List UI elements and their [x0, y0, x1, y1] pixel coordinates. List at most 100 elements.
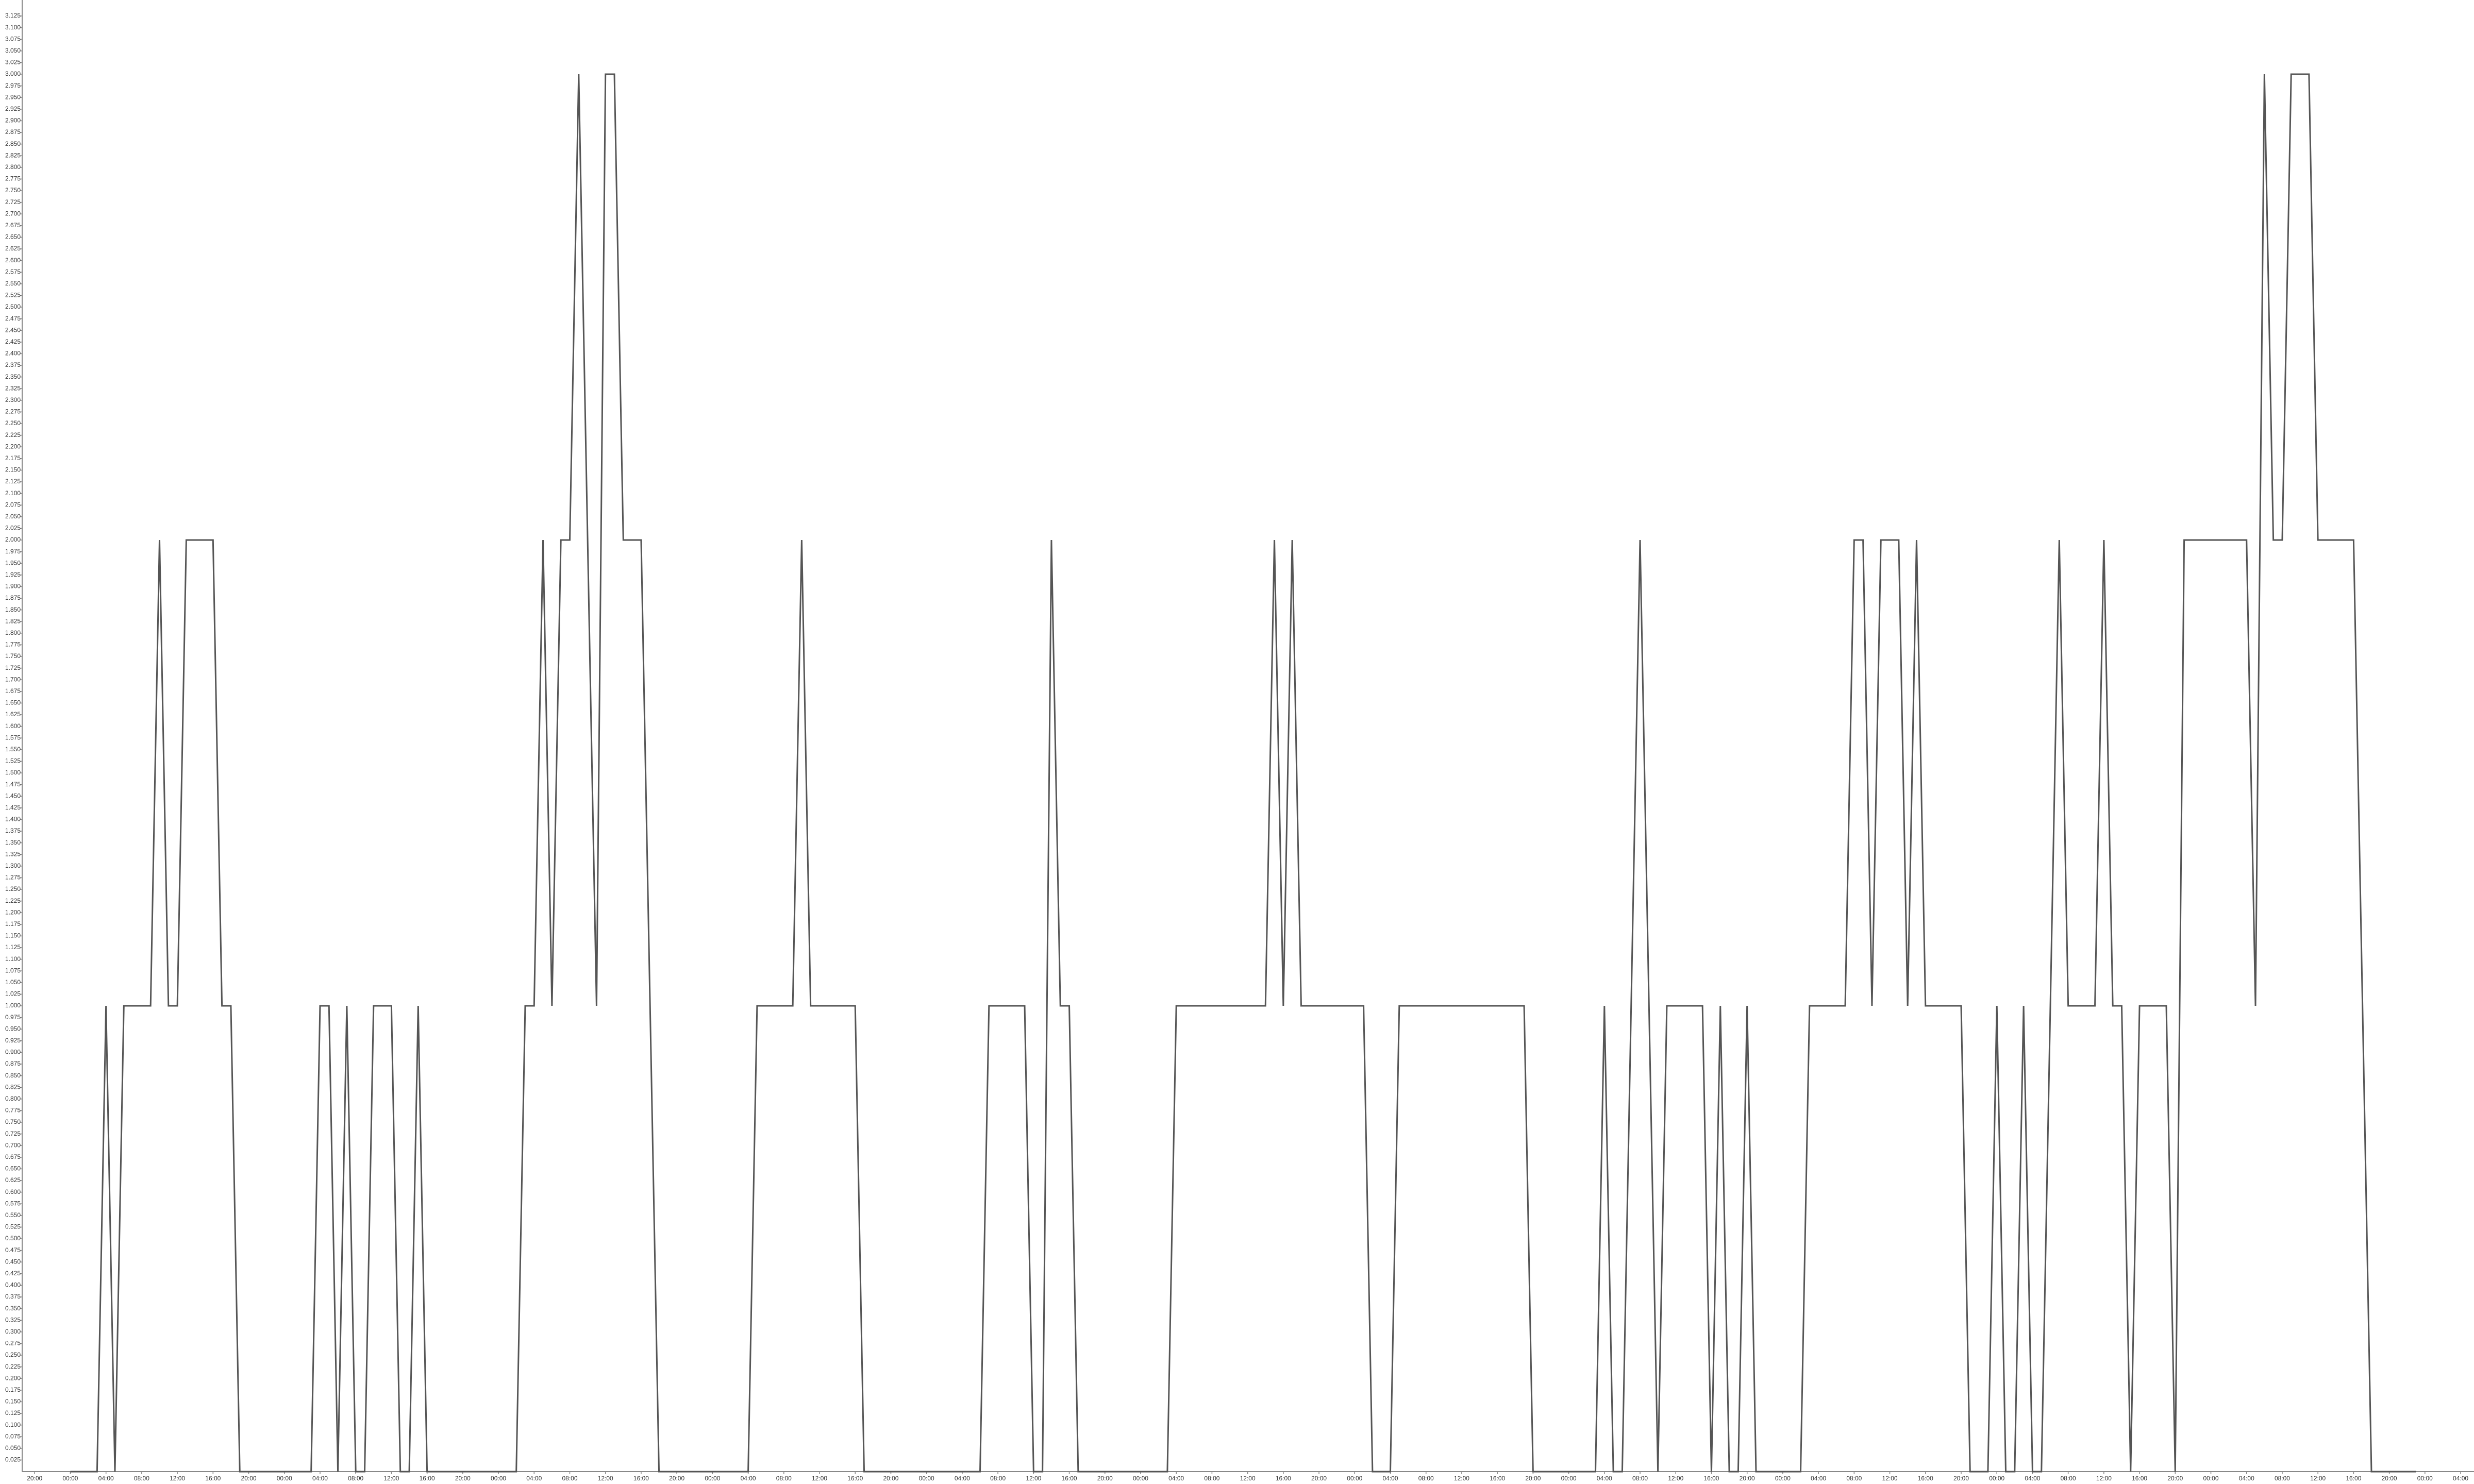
x-tick-label: 20:00: [1097, 1475, 1113, 1482]
y-tick-label: 1.400: [5, 816, 21, 823]
x-tick-label: 20:00: [241, 1475, 257, 1482]
y-tick-label: 2.425: [5, 338, 21, 345]
x-tick-label: 00:00: [919, 1475, 934, 1482]
y-tick-label: 0.525: [5, 1223, 21, 1230]
y-tick-label: 1.850: [5, 606, 21, 613]
y-tick-label: 0.800: [5, 1095, 21, 1102]
x-tick-label: 04:00: [1597, 1475, 1612, 1482]
y-tick-label: 0.175: [5, 1386, 21, 1393]
x-tick-label: 20:00: [455, 1475, 471, 1482]
x-tick-label: 12:00: [598, 1475, 613, 1482]
x-tick-label: 08:00: [776, 1475, 792, 1482]
y-tick-label: 1.625: [5, 711, 21, 718]
x-tick-label: 00:00: [1133, 1475, 1148, 1482]
y-tick-label: 2.325: [5, 384, 21, 392]
x-tick-label: 04:00: [955, 1475, 970, 1482]
x-tick-label: 12:00: [812, 1475, 827, 1482]
x-tick-label: 12:00: [2310, 1475, 2326, 1482]
x-tick-label: 16:00: [633, 1475, 649, 1482]
x-tick-label: 20:00: [1740, 1475, 1755, 1482]
y-tick-label: 2.125: [5, 478, 21, 485]
data-line: [70, 73, 2416, 1473]
x-tick-label: 00:00: [1347, 1475, 1362, 1482]
y-tick-label: 3.050: [5, 47, 21, 54]
y-tick-label: 1.675: [5, 687, 21, 695]
y-tick-label: 3.075: [5, 35, 21, 42]
y-tick-label: 2.925: [5, 105, 21, 112]
y-tick-label: 2.525: [5, 292, 21, 299]
x-tick-label: 16:00: [2132, 1475, 2147, 1482]
y-tick-label: 2.075: [5, 501, 21, 508]
y-tick-label: 0.825: [5, 1083, 21, 1090]
y-tick-label: 2.900: [5, 117, 21, 124]
y-tick-label: 2.350: [5, 373, 21, 380]
y-tick-label: 0.575: [5, 1200, 21, 1207]
x-tick-label: 16:00: [1703, 1475, 1719, 1482]
x-tick-label: 20:00: [27, 1475, 42, 1482]
x-tick-label: 20:00: [1953, 1475, 1969, 1482]
y-tick-label: 0.975: [5, 1014, 21, 1021]
y-tick-label: 0.100: [5, 1421, 21, 1428]
x-tick-label: 20:00: [2167, 1475, 2183, 1482]
x-tick-label: 16:00: [2346, 1475, 2361, 1482]
y-tick-label: 0.900: [5, 1049, 21, 1056]
y-tick-label: 0.600: [5, 1188, 21, 1195]
x-tick-label: 12:00: [1026, 1475, 1041, 1482]
y-tick-label: 2.300: [5, 396, 21, 403]
y-tick-label: 1.650: [5, 699, 21, 706]
y-tick-label: 1.600: [5, 722, 21, 730]
y-tick-label: 2.675: [5, 222, 21, 229]
x-tick-label: 20:00: [883, 1475, 898, 1482]
y-tick-label: 2.550: [5, 280, 21, 287]
y-tick-label: 0.125: [5, 1409, 21, 1416]
y-tick-label: 0.225: [5, 1363, 21, 1370]
x-tick-label: 16:00: [847, 1475, 863, 1482]
x-tick-label: 08:00: [990, 1475, 1006, 1482]
x-tick-label: 08:00: [134, 1475, 149, 1482]
y-tick-label: 0.250: [5, 1351, 21, 1358]
y-tick-label: 1.475: [5, 781, 21, 788]
y-tick-label: 1.125: [5, 943, 21, 951]
y-tick-label: 1.450: [5, 792, 21, 799]
y-tick-label: 1.575: [5, 734, 21, 741]
y-tick-label: 0.150: [5, 1398, 21, 1405]
x-tick-label: 00:00: [705, 1475, 720, 1482]
x-tick-label: 12:00: [170, 1475, 185, 1482]
y-tick-label: 2.800: [5, 163, 21, 171]
y-tick-label: 0.725: [5, 1130, 21, 1137]
x-tick-label: 08:00: [562, 1475, 577, 1482]
x-tick-label: 00:00: [2417, 1475, 2433, 1482]
x-tick-label: 04:00: [1168, 1475, 1184, 1482]
y-tick-label: 0.875: [5, 1060, 21, 1067]
y-tick-label: 0.550: [5, 1211, 21, 1219]
x-tick-label: 16:00: [1918, 1475, 1933, 1482]
y-tick-label: 2.650: [5, 233, 21, 241]
y-tick-label: 1.950: [5, 559, 21, 566]
x-tick-label: 20:00: [1311, 1475, 1327, 1482]
x-tick-label: 12:00: [383, 1475, 399, 1482]
y-tick-label: 2.200: [5, 443, 21, 450]
y-tick-label: 1.775: [5, 641, 21, 648]
x-tick-label: 00:00: [277, 1475, 292, 1482]
y-tick-label: 3.000: [5, 70, 21, 77]
y-tick-label: 0.050: [5, 1444, 21, 1452]
y-tick-label: 0.350: [5, 1305, 21, 1312]
y-tick-label: 0.950: [5, 1025, 21, 1032]
y-tick-label: 2.275: [5, 408, 21, 415]
x-tick-label: 16:00: [420, 1475, 435, 1482]
x-tick-label: 16:00: [1062, 1475, 1077, 1482]
y-tick-label: 2.950: [5, 93, 21, 100]
y-tick-label: 0.375: [5, 1293, 21, 1300]
y-tick-label: 0.450: [5, 1258, 21, 1265]
y-tick-label: 1.800: [5, 629, 21, 636]
y-tick-label: 2.750: [5, 187, 21, 194]
y-tick-label: 1.025: [5, 990, 21, 998]
y-tick-label: 1.000: [5, 1002, 21, 1009]
y-tick-label: 2.825: [5, 151, 21, 159]
y-tick-label: 0.775: [5, 1107, 21, 1114]
x-tick-label: 04:00: [98, 1475, 114, 1482]
x-tick-label: 04:00: [2453, 1475, 2468, 1482]
y-tick-label: 2.100: [5, 490, 21, 497]
